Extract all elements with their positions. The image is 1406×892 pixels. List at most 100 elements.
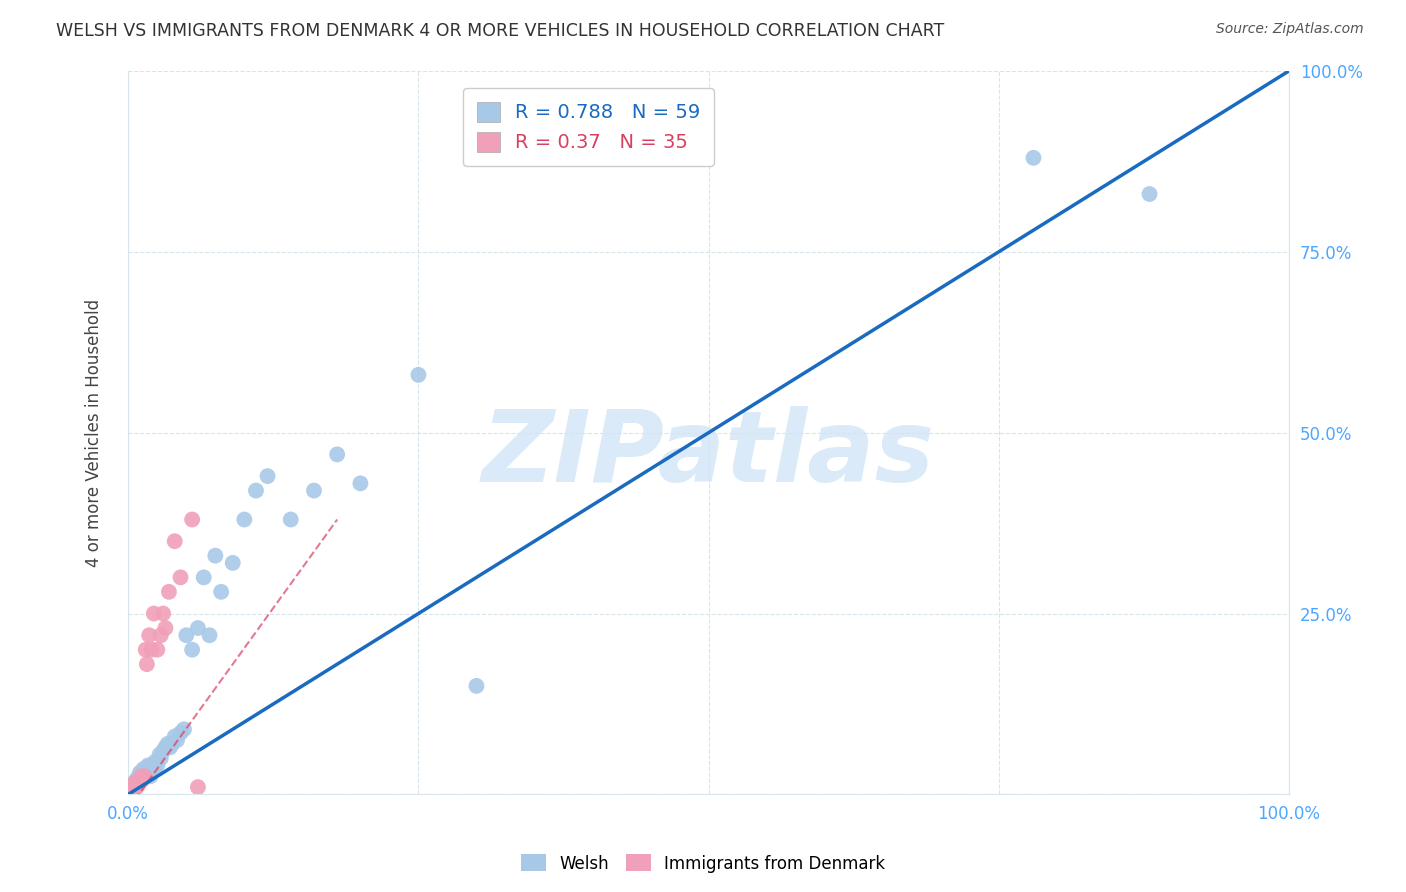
- Point: [280, 512, 302, 526]
- Point: [127, 772, 149, 786]
- Point: [132, 772, 155, 786]
- Point: [129, 769, 152, 783]
- Point: [131, 772, 153, 786]
- Point: [122, 780, 145, 794]
- Point: [187, 780, 209, 794]
- Point: [135, 642, 157, 657]
- Point: [125, 776, 148, 790]
- Point: [155, 740, 177, 755]
- Point: [233, 512, 256, 526]
- Point: [132, 762, 155, 776]
- Point: [122, 779, 145, 793]
- Point: [193, 570, 215, 584]
- Point: [245, 483, 267, 498]
- Point: [125, 780, 148, 794]
- Point: [135, 762, 157, 776]
- Point: [187, 621, 209, 635]
- Point: [181, 642, 204, 657]
- Y-axis label: 4 or more Vehicles in Household: 4 or more Vehicles in Household: [86, 299, 103, 566]
- Point: [120, 781, 142, 796]
- Point: [121, 783, 143, 797]
- Point: [128, 774, 150, 789]
- Point: [1022, 151, 1045, 165]
- Point: [138, 628, 160, 642]
- Point: [141, 642, 163, 657]
- Point: [120, 783, 142, 797]
- Point: [142, 762, 165, 776]
- Point: [1139, 187, 1161, 202]
- Point: [134, 769, 156, 783]
- Point: [127, 779, 149, 793]
- Point: [135, 657, 157, 672]
- Point: [408, 368, 430, 382]
- Point: [122, 781, 145, 796]
- Point: [162, 737, 184, 751]
- Point: [465, 679, 488, 693]
- Point: [157, 585, 180, 599]
- Point: [143, 755, 166, 769]
- Point: [118, 785, 141, 799]
- Point: [136, 758, 159, 772]
- Point: [176, 628, 198, 642]
- Text: ZIPatlas: ZIPatlas: [482, 406, 935, 503]
- Point: [135, 765, 157, 780]
- Point: [146, 758, 169, 772]
- Point: [139, 769, 162, 783]
- Point: [122, 776, 145, 790]
- Point: [156, 737, 179, 751]
- Point: [163, 730, 186, 744]
- Point: [209, 585, 232, 599]
- Point: [146, 642, 169, 657]
- Point: [132, 765, 155, 780]
- Point: [138, 762, 160, 776]
- Text: Source: ZipAtlas.com: Source: ZipAtlas.com: [1216, 22, 1364, 37]
- Point: [128, 769, 150, 783]
- Point: [129, 774, 152, 789]
- Point: [181, 512, 204, 526]
- Point: [129, 765, 152, 780]
- Point: [169, 726, 191, 740]
- Point: [124, 774, 146, 789]
- Point: [152, 607, 174, 621]
- Point: [152, 744, 174, 758]
- Point: [142, 607, 165, 621]
- Point: [125, 776, 148, 790]
- Legend: Welsh, Immigrants from Denmark: Welsh, Immigrants from Denmark: [515, 847, 891, 880]
- Point: [121, 780, 143, 794]
- Point: [149, 747, 172, 762]
- Point: [127, 774, 149, 789]
- Legend: R = 0.788   N = 59, R = 0.37   N = 35: R = 0.788 N = 59, R = 0.37 N = 35: [463, 88, 714, 166]
- Point: [326, 447, 349, 461]
- Point: [124, 781, 146, 796]
- Point: [163, 534, 186, 549]
- Point: [256, 469, 278, 483]
- Point: [122, 776, 145, 790]
- Point: [173, 723, 195, 737]
- Point: [124, 779, 146, 793]
- Point: [302, 483, 325, 498]
- Point: [131, 772, 153, 787]
- Point: [122, 780, 145, 794]
- Point: [198, 628, 221, 642]
- Point: [129, 772, 152, 787]
- Point: [159, 740, 181, 755]
- Point: [141, 758, 163, 772]
- Point: [155, 621, 177, 635]
- Point: [129, 769, 152, 783]
- Point: [134, 769, 156, 783]
- Point: [127, 776, 149, 790]
- Point: [128, 776, 150, 790]
- Point: [121, 780, 143, 794]
- Point: [166, 733, 188, 747]
- Point: [349, 476, 371, 491]
- Point: [124, 779, 146, 793]
- Point: [149, 751, 172, 765]
- Point: [149, 628, 172, 642]
- Text: WELSH VS IMMIGRANTS FROM DENMARK 4 OR MORE VEHICLES IN HOUSEHOLD CORRELATION CHA: WELSH VS IMMIGRANTS FROM DENMARK 4 OR MO…: [56, 22, 945, 40]
- Point: [122, 779, 145, 793]
- Point: [169, 570, 191, 584]
- Point: [129, 772, 152, 787]
- Point: [204, 549, 226, 563]
- Point: [125, 772, 148, 787]
- Point: [222, 556, 245, 570]
